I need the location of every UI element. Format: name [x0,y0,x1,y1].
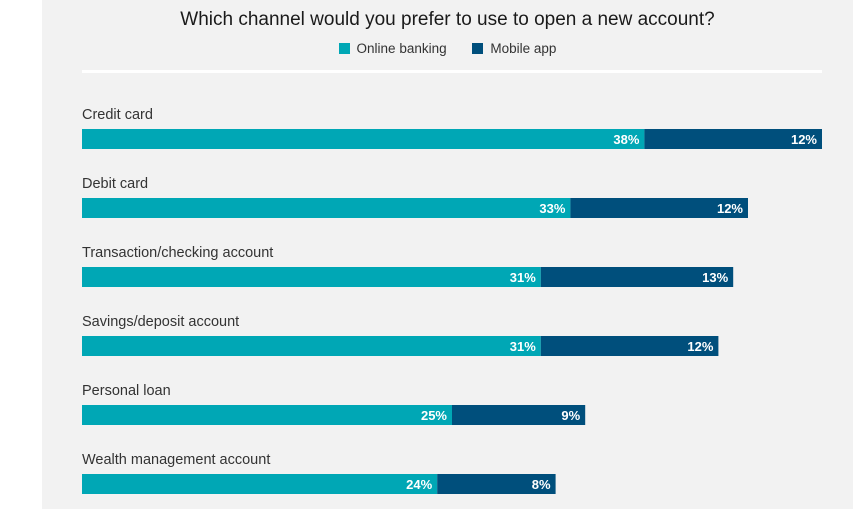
value-label-transaction-checking-account-online-banking: 31% [510,270,536,285]
category-label-transaction-checking-account: Transaction/checking account [82,245,273,261]
legend-swatch-mobile-app [472,43,484,54]
bar-personal-loan-mobile-app [452,405,586,425]
bar-debit-card-mobile-app [570,198,748,218]
bar-transaction-checking-account-mobile-app [540,267,734,287]
bar-savings-deposit-account-mobile-app [540,336,719,356]
value-label-credit-card-online-banking: 38% [613,132,639,147]
category-label-savings-deposit-account: Savings/deposit account [82,314,239,330]
value-label-wealth-management-account-online-banking: 24% [406,477,432,492]
legend-swatch-online-banking [338,43,350,54]
chart-legend: Online banking Mobile app [42,41,853,56]
value-label-savings-deposit-account-mobile-app: 12% [687,339,713,354]
chart-title: Which channel would you prefer to use to… [180,9,715,30]
value-label-credit-card-mobile-app: 12% [791,132,817,147]
value-label-debit-card-mobile-app: 12% [717,201,743,216]
category-label-debit-card: Debit card [82,176,148,192]
bar-personal-loan-online-banking [82,405,452,425]
legend-item-online-banking: Online banking [338,41,447,56]
category-label-wealth-management-account: Wealth management account [82,452,270,468]
value-label-wealth-management-account-mobile-app: 8% [532,477,551,492]
bar-wealth-management-account-mobile-app [437,474,556,494]
value-label-transaction-checking-account-mobile-app: 13% [702,270,728,285]
value-label-personal-loan-online-banking: 25% [421,408,447,423]
value-label-personal-loan-mobile-app: 9% [561,408,580,423]
value-label-savings-deposit-account-online-banking: 31% [510,339,536,354]
bar-credit-card-online-banking [82,129,645,149]
bar-savings-deposit-account-online-banking [82,336,541,356]
legend-label-mobile-app: Mobile app [490,41,557,56]
category-label-credit-card: Credit card [82,107,153,123]
bar-transaction-checking-account-online-banking [82,267,541,287]
title-divider [82,70,822,73]
value-label-debit-card-online-banking: 33% [539,201,565,216]
bar-wealth-management-account-online-banking [82,474,438,494]
category-label-personal-loan: Personal loan [82,383,171,399]
bar-credit-card-mobile-app [644,129,822,149]
legend-item-mobile-app: Mobile app [472,41,556,56]
legend-label-online-banking: Online banking [356,41,447,56]
bar-debit-card-online-banking [82,198,571,218]
